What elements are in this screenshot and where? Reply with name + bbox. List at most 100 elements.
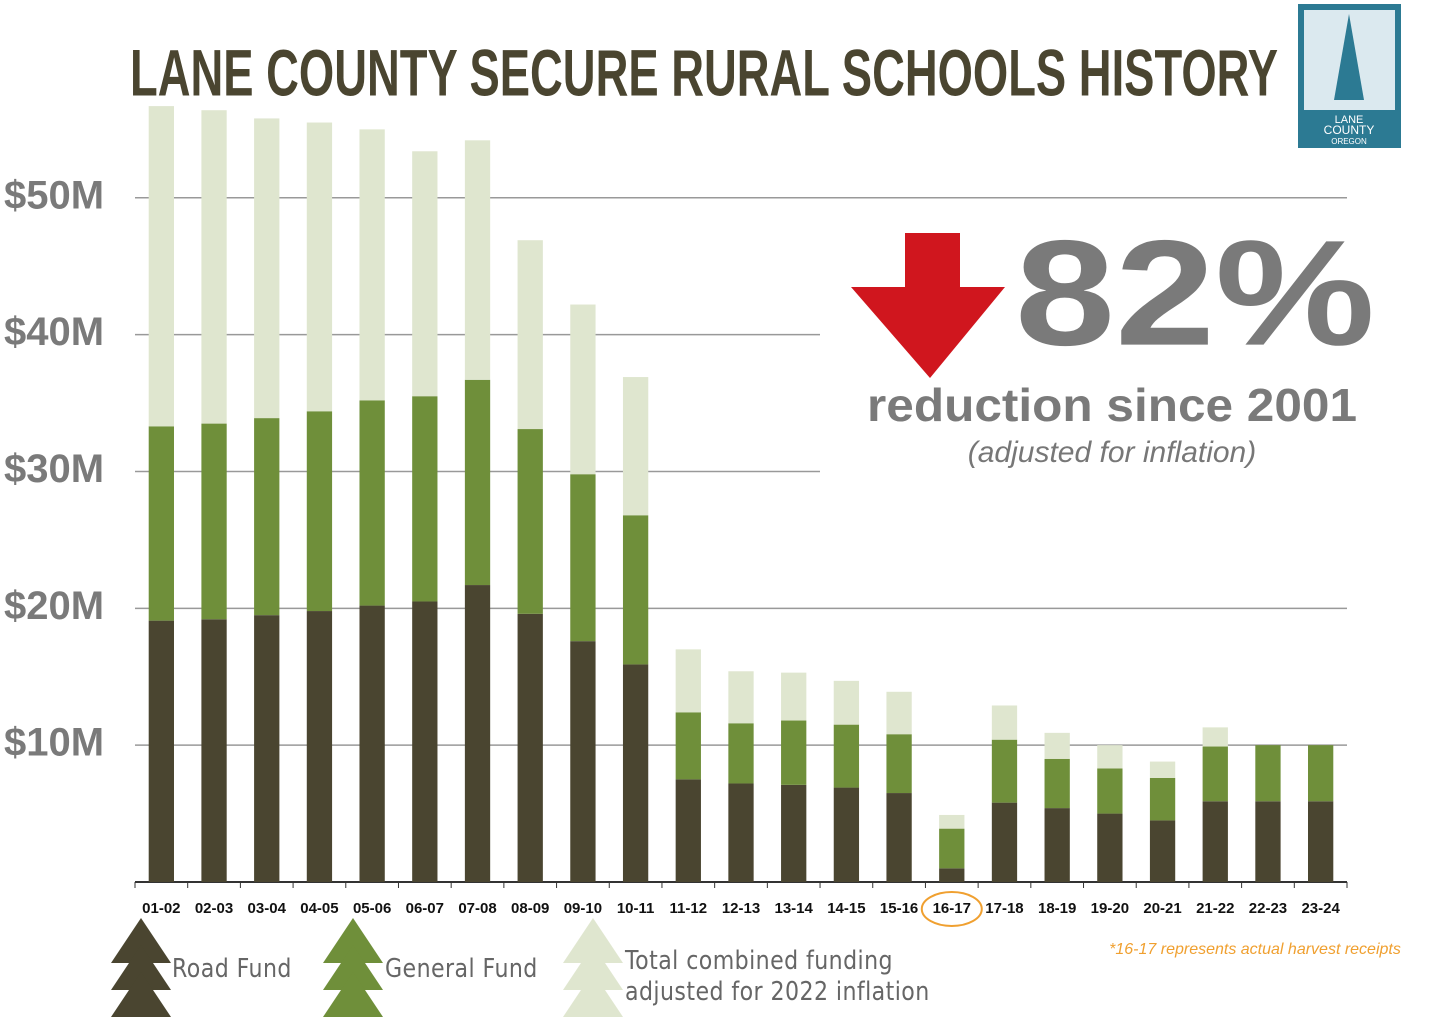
- bar-segment: [1308, 801, 1334, 882]
- bar-segment: [359, 400, 385, 606]
- logo-text: OREGON: [1331, 137, 1367, 146]
- x-tick-label: 03-04: [248, 900, 287, 917]
- legend-tree-trunk: [137, 1005, 145, 1017]
- bar-segment: [1044, 808, 1070, 882]
- legend-icon: [563, 918, 623, 1017]
- bar-segment: [254, 615, 280, 882]
- callout-text: reduction since 2001: [867, 379, 1357, 431]
- bar-segment: [728, 671, 754, 724]
- legend-icon: [111, 918, 171, 1017]
- x-tick-label: 23-24: [1301, 900, 1340, 917]
- x-tick-label: 21-22: [1196, 900, 1234, 917]
- bar-segment: [412, 396, 438, 602]
- bar-segment: [1097, 768, 1123, 814]
- y-tick-label: $40M: [4, 310, 104, 354]
- bar-segment: [359, 129, 385, 401]
- x-tick-label: 12-13: [722, 900, 760, 917]
- x-tick-label: 17-18: [985, 900, 1023, 917]
- bar-segment: [517, 613, 543, 882]
- x-tick-label: 19-20: [1091, 900, 1129, 917]
- bar-segment: [412, 601, 438, 882]
- highlight-circle: [920, 891, 983, 927]
- bar-segment: [886, 691, 912, 735]
- bar-segment: [1097, 745, 1123, 769]
- bar-segment: [781, 720, 807, 785]
- bar-segment: [306, 611, 333, 882]
- x-tick-label: 18-19: [1038, 900, 1076, 917]
- y-tick-label: $10M: [4, 721, 104, 765]
- bar-segment: [1097, 813, 1123, 882]
- legend-tree-part: [563, 972, 623, 1017]
- bar-segment: [306, 122, 333, 412]
- y-tick-label: $30M: [4, 447, 104, 491]
- footnote: *16-17 represents actual harvest receipt…: [1109, 941, 1401, 958]
- bar-segment: [833, 724, 860, 788]
- x-tick-label: 09-10: [564, 900, 602, 917]
- bar-segment: [886, 793, 912, 882]
- bar-segment: [201, 423, 227, 620]
- bar-segment: [675, 649, 701, 713]
- callout-value: 82%: [1015, 209, 1375, 377]
- bar-segment: [254, 418, 280, 616]
- bar-segment: [1149, 761, 1176, 778]
- logo: LANE COUNTY OREGON: [1298, 4, 1401, 148]
- bar-segment: [570, 474, 596, 642]
- bar-segment: [1202, 746, 1228, 802]
- bar-segment: [201, 110, 227, 424]
- bar-segment: [1308, 745, 1334, 802]
- callout-note: (adjusted for inflation): [968, 436, 1257, 469]
- bar-segment: [833, 680, 860, 725]
- bar-segment: [1149, 820, 1176, 882]
- bar-segment: [939, 868, 965, 882]
- legend-tree-part: [563, 918, 623, 963]
- x-tick-label: 01-02: [142, 900, 180, 917]
- legend-label: General Fund: [385, 954, 538, 984]
- x-tick-label: 22-23: [1249, 900, 1287, 917]
- bar-segment: [517, 429, 543, 614]
- bar-segment: [517, 240, 543, 430]
- bar-segment: [148, 106, 174, 427]
- legend-tree-part: [563, 945, 623, 990]
- y-tick-label: $50M: [4, 173, 104, 217]
- chart-title: LANE COUNTY SECURE RURAL SCHOOLS HISTORY: [130, 35, 1278, 109]
- x-tick-label: 11-12: [670, 900, 708, 917]
- bar-segment: [675, 779, 701, 882]
- logo-tree: [1334, 14, 1364, 100]
- bar-segment: [201, 619, 227, 882]
- bar-segment: [464, 140, 491, 380]
- bar-segment: [1149, 778, 1176, 821]
- bar-segment: [728, 783, 754, 882]
- bar-segment: [1044, 758, 1070, 809]
- bar-segment: [254, 118, 280, 419]
- legend-tree-part: [323, 918, 383, 963]
- y-tick-label: $20M: [4, 584, 104, 628]
- bar-segment: [1202, 727, 1228, 747]
- legend-tree-trunk: [589, 1005, 597, 1017]
- bar-segment: [622, 664, 649, 882]
- bar-segment: [1255, 801, 1281, 882]
- legend: [111, 918, 623, 1017]
- bar-segment: [570, 304, 596, 475]
- bar-segment: [1255, 745, 1281, 802]
- legend-tree-part: [111, 972, 171, 1017]
- x-tick-label: 20-21: [1143, 900, 1181, 917]
- bar-segment: [622, 515, 649, 665]
- bar-segment: [464, 585, 491, 882]
- x-tick-label: 07-08: [458, 900, 496, 917]
- logo-text: LANE: [1335, 114, 1364, 126]
- bar-segment: [622, 377, 649, 516]
- legend-label: Total combined funding adjusted for 2022…: [625, 946, 930, 1007]
- bar-segment: [148, 426, 174, 621]
- bar-segment: [675, 712, 701, 780]
- x-tick-label: 04-05: [300, 900, 338, 917]
- logo-text: COUNTY: [1324, 123, 1375, 137]
- down-arrow: [851, 233, 1005, 378]
- legend-tree-trunk: [349, 1005, 357, 1017]
- bar-segment: [359, 605, 385, 882]
- bar-segment: [412, 151, 438, 397]
- x-tick-label: 06-07: [406, 900, 444, 917]
- bar-segment: [991, 802, 1018, 882]
- bar-segment: [1044, 732, 1070, 759]
